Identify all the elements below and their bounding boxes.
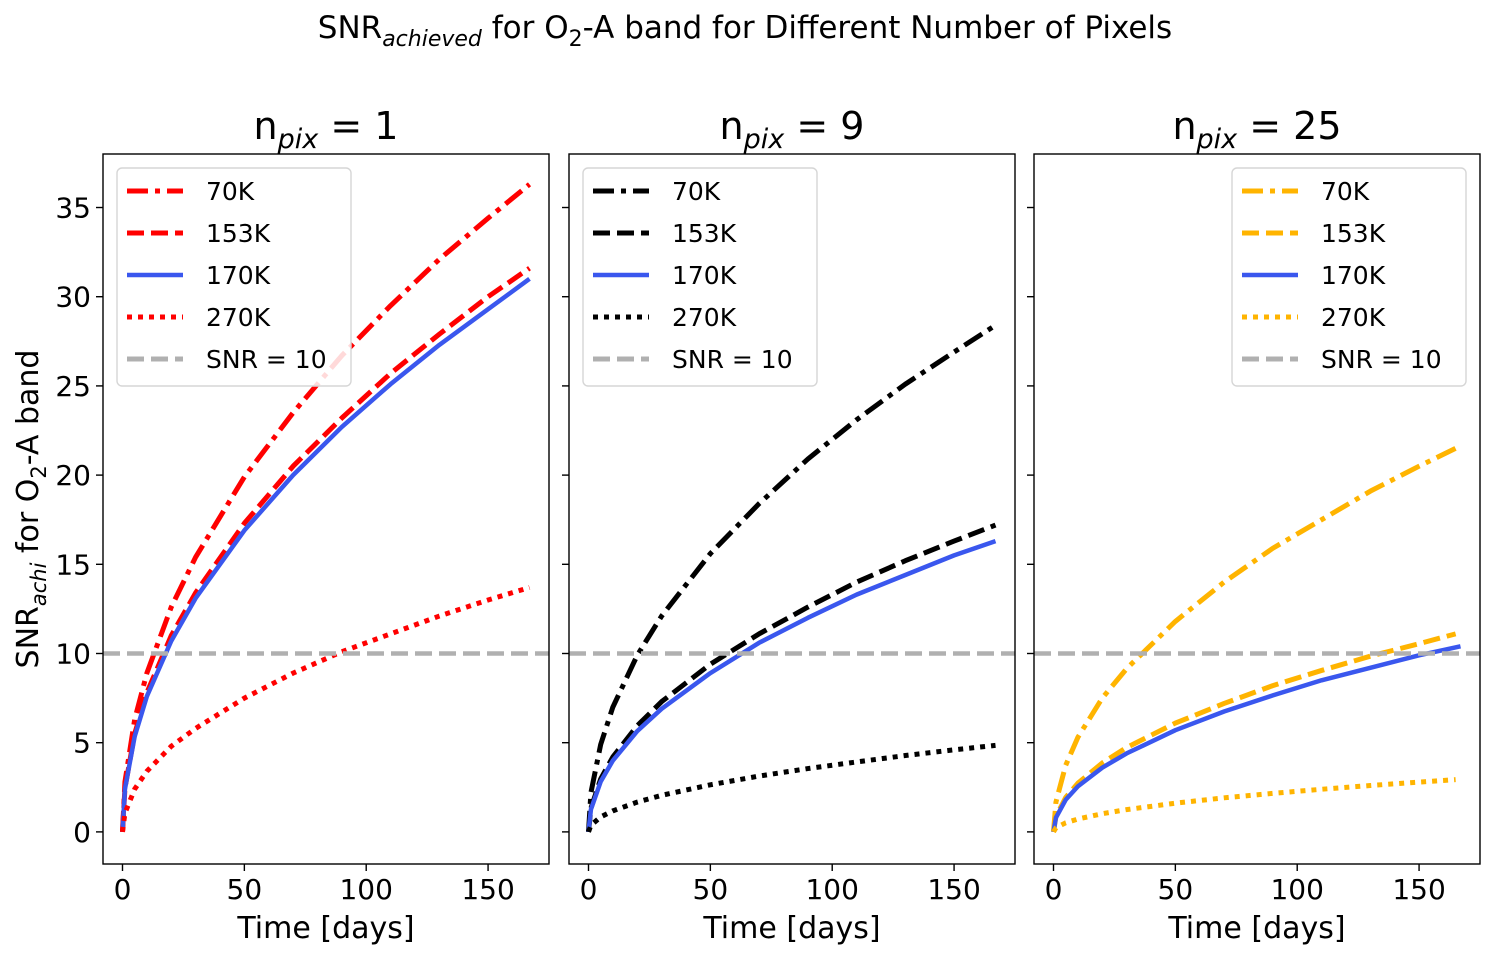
series-line-70k bbox=[1051, 446, 1457, 833]
legend-label: 270K bbox=[672, 303, 737, 332]
axes-frame bbox=[102, 153, 550, 865]
x-axis-label: Time [days] bbox=[1167, 911, 1345, 946]
x-tick-label: 0 bbox=[580, 873, 598, 906]
legend-label: 153K bbox=[206, 219, 271, 248]
plot-area bbox=[1034, 446, 1480, 834]
y-tick-label: 10 bbox=[55, 637, 91, 670]
legend-label: 270K bbox=[206, 303, 271, 332]
plot-area bbox=[103, 182, 549, 833]
legend-label: 70K bbox=[1321, 177, 1370, 206]
legend-label: SNR = 10 bbox=[672, 345, 793, 374]
series-line-170k bbox=[586, 538, 997, 833]
legend-label: 70K bbox=[206, 177, 255, 206]
legend-label: 270K bbox=[1321, 303, 1386, 332]
legend-label: 170K bbox=[206, 261, 271, 290]
y-tick-label: 15 bbox=[55, 548, 91, 581]
x-tick-label: 100 bbox=[1270, 873, 1323, 906]
x-tick-label: 0 bbox=[1045, 873, 1063, 906]
y-tick-label: 30 bbox=[55, 281, 91, 314]
y-tick-label: 20 bbox=[55, 459, 91, 492]
x-tick-label: 50 bbox=[1158, 873, 1194, 906]
legend-box bbox=[1231, 167, 1467, 387]
axes-frame bbox=[1033, 153, 1481, 865]
x-axis-label: Time [days] bbox=[236, 911, 414, 946]
subplot-1: npix = 1 0 50 100 150 Time [days] 0 5 10 15 20 25 30… bbox=[55, 104, 550, 946]
series-line-270k bbox=[1051, 777, 1456, 834]
legend-label: 153K bbox=[1321, 219, 1386, 248]
subplot-panels: npix = 1 0 50 100 150 Time [days] 0 5 10 15 20 25 30… bbox=[55, 104, 1481, 946]
series-line-170k bbox=[120, 277, 531, 833]
x-tick-label: 50 bbox=[227, 873, 263, 906]
x-tick-label: 150 bbox=[927, 873, 980, 906]
series-line-270k bbox=[586, 742, 996, 833]
y-axis-label: SNRachi for O2-A band bbox=[11, 350, 51, 669]
x-axis-label: Time [days] bbox=[702, 911, 880, 946]
subplot-title: npix = 1 bbox=[254, 104, 399, 155]
x-tick-label: 50 bbox=[693, 873, 729, 906]
subplot-2: npix = 9 0 50 100 150 Time [days] 70K 153K 170K 2… bbox=[562, 104, 1016, 946]
legend-label: SNR = 10 bbox=[206, 345, 327, 374]
y-tick-label: 25 bbox=[55, 370, 91, 403]
x-tick-label: 100 bbox=[339, 873, 392, 906]
y-tick-label: 5 bbox=[73, 727, 91, 760]
subplot-3: npix = 25 0 50 100 150 Time [days] 70K 153K 170K… bbox=[1027, 104, 1481, 946]
series-line-270k bbox=[120, 585, 531, 833]
x-tick-label: 0 bbox=[114, 873, 132, 906]
y-tick-label: 35 bbox=[55, 192, 91, 225]
x-tick-label: 150 bbox=[461, 873, 514, 906]
legend-label: 153K bbox=[672, 219, 737, 248]
series-line-70k bbox=[586, 323, 997, 833]
legend: 70K 153K 170K 270K SNR = 10 bbox=[1231, 167, 1467, 387]
y-tick-label: 0 bbox=[73, 816, 91, 849]
plot-area bbox=[569, 323, 1015, 833]
legend: 70K 153K 170K 270K SNR = 10 bbox=[582, 167, 818, 387]
figure-suptitle: SNRachieved for O2-A band for Different … bbox=[318, 10, 1172, 52]
legend-box bbox=[116, 167, 352, 387]
legend-label: 170K bbox=[1321, 261, 1386, 290]
x-tick-label: 100 bbox=[805, 873, 858, 906]
legend-box bbox=[582, 167, 818, 387]
legend-label: 70K bbox=[672, 177, 721, 206]
series-line-170k bbox=[1051, 644, 1461, 833]
subplot-title: npix = 9 bbox=[720, 104, 865, 155]
legend: 70K 153K 170K 270K SNR = 10 bbox=[116, 167, 352, 387]
legend-label: 170K bbox=[672, 261, 737, 290]
axes-frame bbox=[568, 153, 1016, 865]
x-tick-label: 150 bbox=[1392, 873, 1445, 906]
series-line-153k bbox=[586, 522, 997, 833]
subplot-title: npix = 25 bbox=[1172, 104, 1341, 155]
legend-label: SNR = 10 bbox=[1321, 345, 1442, 374]
